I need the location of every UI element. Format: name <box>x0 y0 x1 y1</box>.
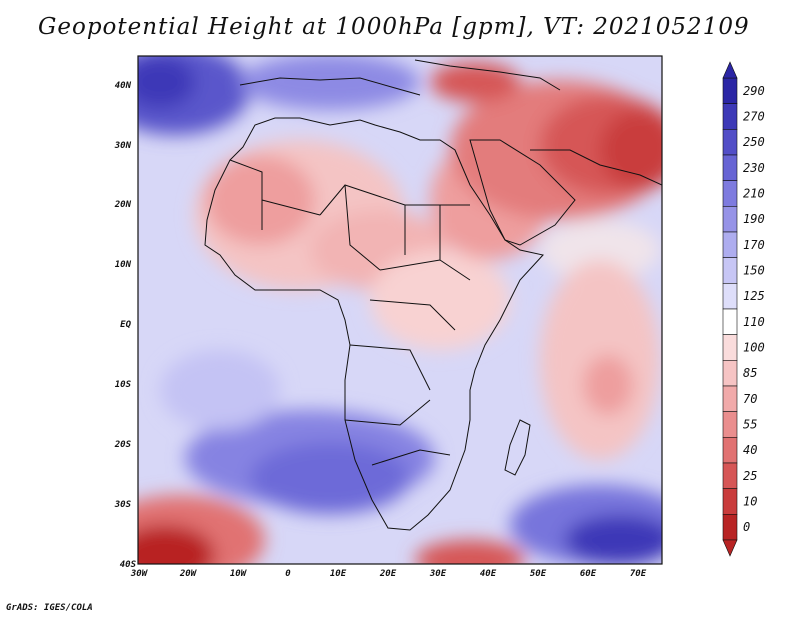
colorbar-label: 55 <box>743 418 757 432</box>
colorbar-label: 270 <box>743 110 765 124</box>
colorbar-swatch <box>722 206 738 233</box>
colorbar-label: 100 <box>743 341 765 355</box>
y-tick-label: 40S <box>120 560 137 570</box>
colorbar-label: 110 <box>743 315 765 329</box>
colorbar-label: 10 <box>743 495 757 509</box>
colorbar-swatch <box>722 103 738 130</box>
colorbar-label: 0 <box>743 520 750 534</box>
colorbar-label: 210 <box>743 187 765 201</box>
x-tick-label: 20W <box>179 569 198 579</box>
colorbar-swatch <box>722 231 738 258</box>
colorbar-swatch <box>722 462 738 489</box>
colorbar-swatch <box>722 385 738 412</box>
y-tick-label: EQ <box>120 320 131 330</box>
x-axis: 30W 20W 10W 0 10E 20E 30E 40E 50E 60E 70… <box>130 569 647 579</box>
y-tick-label: 10N <box>115 260 132 270</box>
colorbar-swatch <box>722 283 738 310</box>
x-tick-label: 50E <box>530 569 547 579</box>
x-tick-label: 10E <box>330 569 347 579</box>
colorbar-label: 230 <box>743 161 765 175</box>
colorbar-label: 40 <box>743 443 757 457</box>
y-tick-label: 30S <box>114 500 132 510</box>
y-tick-label: 40N <box>115 81 132 91</box>
map-title: Geopotential Height at 1000hPa [gpm], VT… <box>38 14 750 40</box>
x-tick-label: 0 <box>285 569 291 579</box>
colorbar-swatch <box>722 180 738 207</box>
colorbar-swatch <box>722 77 738 104</box>
colorbar-swatch <box>722 129 738 156</box>
colorbar-swatch <box>722 411 738 438</box>
x-tick-label: 30W <box>130 569 149 579</box>
y-tick-label: 30N <box>114 141 132 151</box>
colorbar-arrow-bottom <box>722 539 738 557</box>
colorbar-label: 190 <box>743 212 765 226</box>
colorbar-arrow-top <box>722 61 738 79</box>
colorbar-label: 70 <box>743 392 757 406</box>
colorbar-label: 170 <box>743 238 765 252</box>
x-tick-label: 10W <box>230 569 248 579</box>
colorbar-swatch <box>722 488 738 515</box>
x-tick-label: 40E <box>480 569 497 579</box>
colorbar-swatch <box>722 437 738 464</box>
map-frame <box>137 55 663 565</box>
colorbar-swatch <box>722 257 738 284</box>
coastlines <box>204 59 662 531</box>
y-tick-label: 20N <box>114 200 132 210</box>
colorbar-label: 125 <box>743 289 765 303</box>
colorbar-label: 85 <box>743 366 757 380</box>
colorbar-label: 25 <box>743 469 757 483</box>
colorbar-label: 290 <box>743 84 765 98</box>
y-tick-label: 10S <box>115 380 132 390</box>
credit-label: GrADS: IGES/COLA <box>6 603 93 613</box>
colorbar-swatch <box>722 154 738 181</box>
x-tick-label: 70E <box>630 569 647 579</box>
colorbar-label: 150 <box>743 264 765 278</box>
colorbar: 2902702502302101901701501251101008570554… <box>722 61 765 557</box>
x-tick-label: 20E <box>379 569 397 579</box>
colorbar-swatch <box>722 514 738 541</box>
colorbar-swatch <box>722 334 738 361</box>
colorbar-swatch <box>722 308 738 335</box>
y-axis: 40N 30N 20N 10N EQ 10S 20S 30S 40S <box>114 81 137 570</box>
y-tick-label: 20S <box>114 440 132 450</box>
colorbar-swatch <box>722 360 738 387</box>
x-tick-label: 30E <box>429 569 447 579</box>
height-field <box>138 56 662 564</box>
x-tick-label: 60E <box>580 569 597 579</box>
colorbar-label: 250 <box>743 135 765 149</box>
